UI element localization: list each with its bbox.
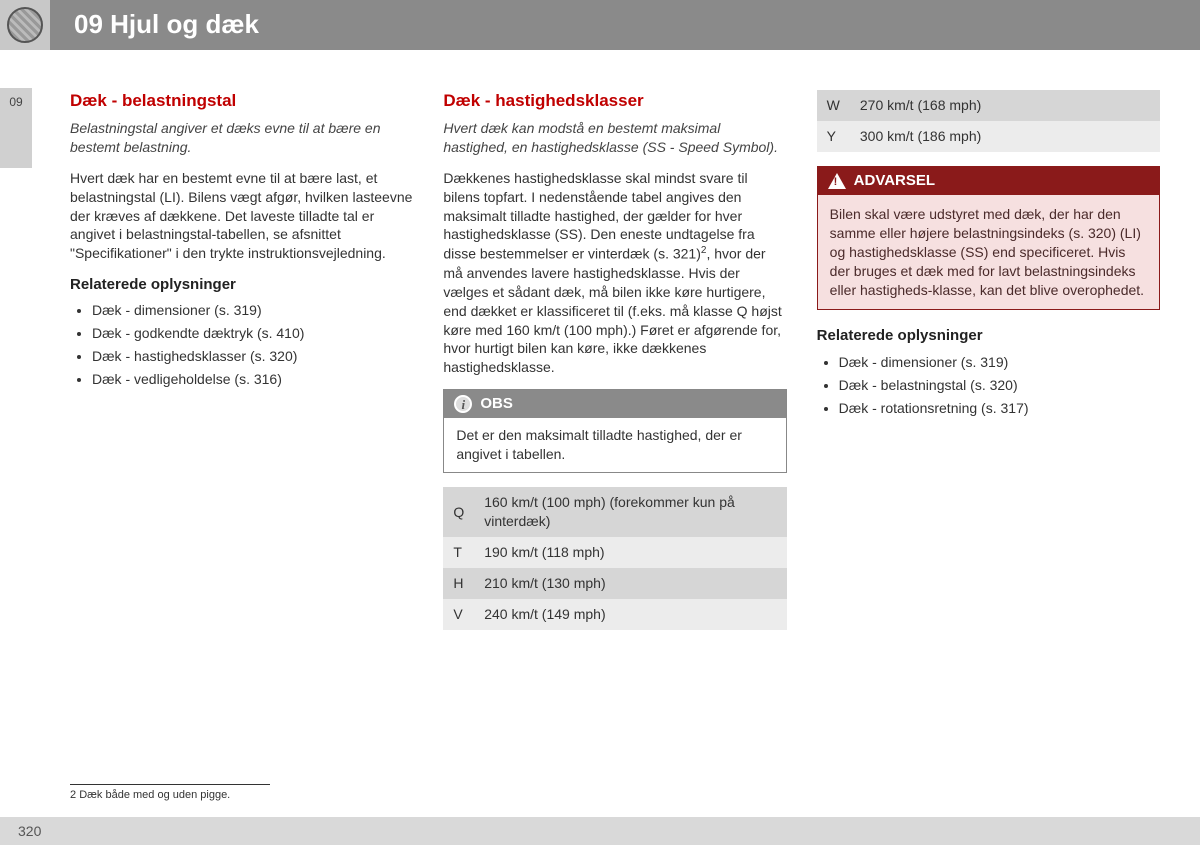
chapter-title: 09 Hjul og dæk <box>74 7 259 42</box>
page-footer: 320 <box>0 817 1200 845</box>
tire-icon <box>7 7 43 43</box>
warning-header: ADVARSEL <box>818 167 1159 195</box>
speed-value: 270 km/t (168 mph) <box>850 90 1160 121</box>
warning-body: Bilen skal være udstyret med dæk, der ha… <box>818 195 1159 309</box>
table-row: T190 km/t (118 mph) <box>443 537 786 568</box>
side-tab: 09 <box>0 88 32 168</box>
footnote-number: 2 <box>70 789 76 801</box>
section-body: Dækkenes hastighedsklasse skal mindst sv… <box>443 169 786 377</box>
obs-title-text: OBS <box>480 394 513 414</box>
list-item: Dæk - belastningstal (s. 320) <box>839 376 1160 395</box>
warning-callout: ADVARSEL Bilen skal være udstyret med dæ… <box>817 166 1160 311</box>
tire-icon-container <box>0 0 50 50</box>
table-row: H210 km/t (130 mph) <box>443 568 786 599</box>
section-body: Hvert dæk har en bestemt evne til at bær… <box>70 169 413 263</box>
speed-table-part1: Q160 km/t (100 mph) (forekommer kun på v… <box>443 487 786 629</box>
obs-header: i OBS <box>444 390 785 418</box>
section-intro: Hvert dæk kan modstå en bestemt maksimal… <box>443 119 786 157</box>
speed-symbol: Q <box>443 487 474 537</box>
warning-title-text: ADVARSEL <box>854 171 935 191</box>
speed-symbol: H <box>443 568 474 599</box>
column-1: Dæk - belastningstal Belastningstal angi… <box>70 90 413 630</box>
related-list: Dæk - dimensioner (s. 319) Dæk - godkend… <box>70 301 413 389</box>
footnote-text: Dæk både med og uden pigge. <box>79 789 230 801</box>
table-row: V240 km/t (149 mph) <box>443 599 786 630</box>
speed-symbol: W <box>817 90 850 121</box>
section-title-speed-class: Dæk - hastighedsklasser <box>443 90 786 113</box>
table-row: Y300 km/t (186 mph) <box>817 121 1160 152</box>
warning-triangle-icon <box>828 173 846 189</box>
list-item: Dæk - godkendte dæktryk (s. 410) <box>92 324 413 343</box>
list-item: Dæk - dimensioner (s. 319) <box>92 301 413 320</box>
speed-value: 160 km/t (100 mph) (forekommer kun på vi… <box>474 487 786 537</box>
section-title-load-index: Dæk - belastningstal <box>70 90 413 113</box>
list-item: Dæk - hastighedsklasser (s. 320) <box>92 347 413 366</box>
speed-symbol: T <box>443 537 474 568</box>
chapter-header: 09 Hjul og dæk <box>0 0 1200 50</box>
speed-table-part2: W270 km/t (168 mph) Y300 km/t (186 mph) <box>817 90 1160 152</box>
content-columns: Dæk - belastningstal Belastningstal angi… <box>70 90 1160 630</box>
list-item: Dæk - dimensioner (s. 319) <box>839 353 1160 372</box>
speed-value: 240 km/t (149 mph) <box>474 599 786 630</box>
obs-callout: i OBS Det er den maksimalt tilladte hast… <box>443 389 786 473</box>
speed-value: 190 km/t (118 mph) <box>474 537 786 568</box>
related-heading: Relaterede oplysninger <box>817 326 1160 346</box>
speed-value: 210 km/t (130 mph) <box>474 568 786 599</box>
obs-body: Det er den maksimalt tilladte hastighed,… <box>444 418 785 472</box>
body-part-b: , hvor der må anvendes lavere hastigheds… <box>443 246 781 375</box>
list-item: Dæk - vedligeholdelse (s. 316) <box>92 370 413 389</box>
column-3: W270 km/t (168 mph) Y300 km/t (186 mph) … <box>817 90 1160 630</box>
table-row: W270 km/t (168 mph) <box>817 90 1160 121</box>
speed-symbol: Y <box>817 121 850 152</box>
footnote-rule <box>70 784 270 785</box>
related-list: Dæk - dimensioner (s. 319) Dæk - belastn… <box>817 353 1160 418</box>
column-2: Dæk - hastighedsklasser Hvert dæk kan mo… <box>443 90 786 630</box>
speed-symbol: V <box>443 599 474 630</box>
page-number: 320 <box>18 822 41 841</box>
related-heading: Relaterede oplysninger <box>70 275 413 295</box>
info-icon: i <box>454 395 472 413</box>
list-item: Dæk - rotationsretning (s. 317) <box>839 399 1160 418</box>
footnote: 2 Dæk både med og uden pigge. <box>70 788 230 803</box>
speed-value: 300 km/t (186 mph) <box>850 121 1160 152</box>
table-row: Q160 km/t (100 mph) (forekommer kun på v… <box>443 487 786 537</box>
section-intro: Belastningstal angiver et dæks evne til … <box>70 119 413 157</box>
